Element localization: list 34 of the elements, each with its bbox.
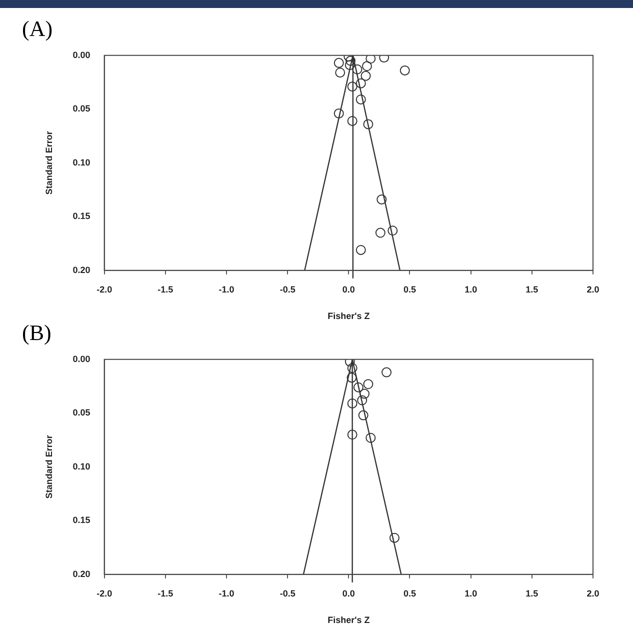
y-tick-label: 0.20 <box>72 568 90 579</box>
y-tick-label: 0.05 <box>72 104 90 114</box>
y-tick-label: 0.10 <box>72 157 90 168</box>
x-tick-label: -1.0 <box>218 284 234 294</box>
x-tick-label: 1.0 <box>464 588 478 598</box>
y-tick-label: 0.05 <box>72 408 90 418</box>
y-tick-label: 0.00 <box>72 354 90 364</box>
x-tick-label: 0.0 <box>342 284 355 294</box>
y-tick-label: 0.00 <box>72 50 90 60</box>
x-tick-label: -1.5 <box>158 588 174 598</box>
y-axis-title: Standard Error <box>44 434 54 499</box>
y-axis-title: Standard Error <box>44 130 54 195</box>
x-tick-label: 0.0 <box>342 588 355 598</box>
x-axis-title: Fisher's Z <box>328 615 370 626</box>
x-tick-label: 2.0 <box>586 588 600 598</box>
x-axis-title: Fisher's Z <box>328 311 370 322</box>
chart-title: (B) <box>22 320 52 346</box>
x-tick-label: -0.5 <box>280 588 296 598</box>
chart-title: (A) <box>22 16 53 42</box>
x-tick-label: 0.5 <box>403 284 416 294</box>
x-tick-label: 1.0 <box>464 284 478 294</box>
x-tick-label: 2.0 <box>586 284 600 294</box>
y-tick-label: 0.10 <box>72 461 90 472</box>
y-tick-label: 0.20 <box>72 264 90 275</box>
x-tick-label: -1.5 <box>158 284 174 294</box>
x-tick-label: 0.5 <box>403 588 416 598</box>
x-tick-label: 1.5 <box>526 284 538 294</box>
x-tick-label: -2.0 <box>96 588 112 598</box>
x-tick-label: -1.0 <box>218 588 234 598</box>
y-tick-label: 0.15 <box>72 211 90 222</box>
x-tick-label: 1.5 <box>526 588 538 598</box>
x-tick-label: -2.0 <box>96 284 112 294</box>
y-tick-label: 0.15 <box>72 515 90 526</box>
x-tick-label: -0.5 <box>280 284 296 294</box>
